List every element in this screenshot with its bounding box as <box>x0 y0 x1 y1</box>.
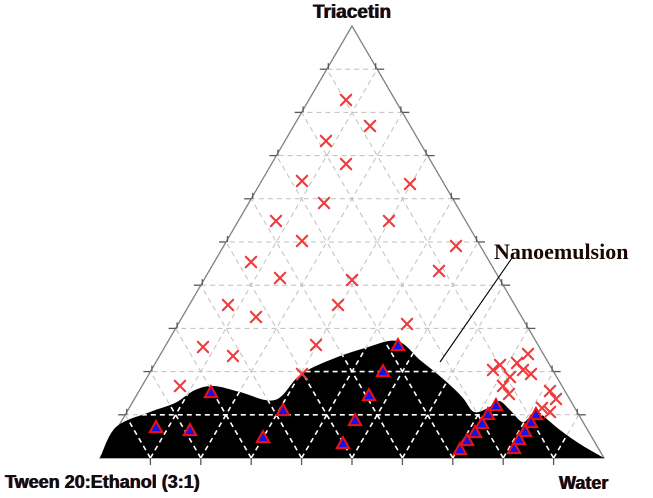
svg-text:Tween 20:Ethanol (3:1): Tween 20:Ethanol (3:1) <box>5 472 200 492</box>
svg-text:Triacetin: Triacetin <box>313 2 391 23</box>
svg-text:Nanoemulsion: Nanoemulsion <box>494 239 628 264</box>
svg-text:Water: Water <box>559 473 608 493</box>
